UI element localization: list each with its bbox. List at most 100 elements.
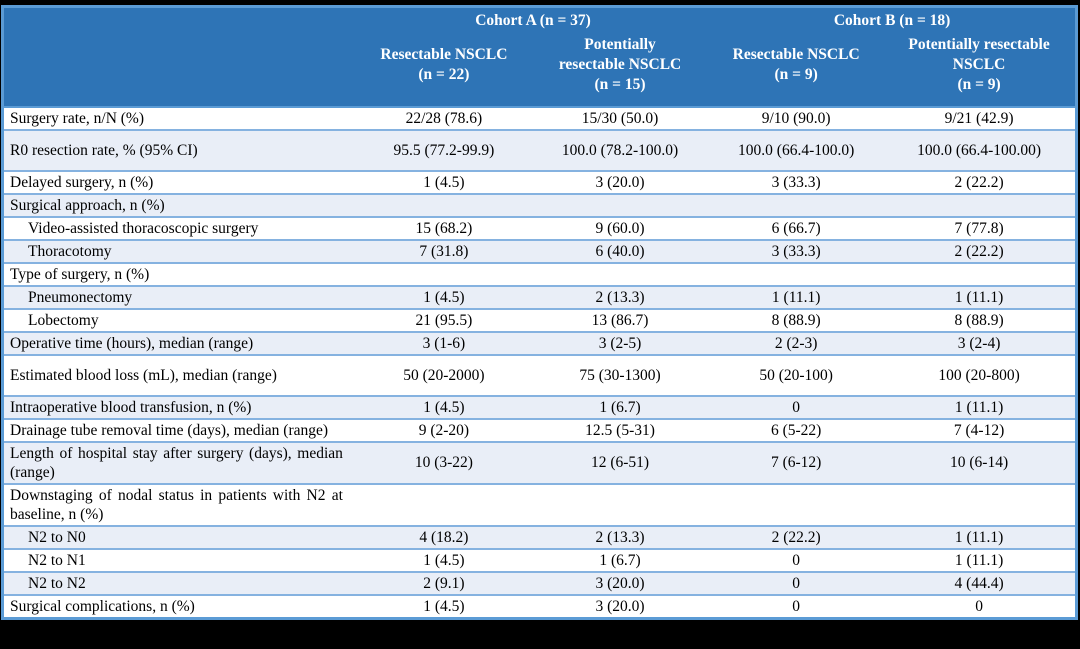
value-cell: 1 (11.1)	[883, 285, 1077, 309]
value-cell: 4 (18.2)	[356, 525, 531, 549]
value-cell: 6 (40.0)	[530, 239, 710, 263]
value-cell: 2 (22.2)	[883, 170, 1077, 194]
table-row: N2 to N1 1 (4.5) 1 (6.7) 0 1 (11.1)	[2, 548, 1077, 572]
value-cell: 1 (4.5)	[356, 548, 531, 572]
value-cell: 2 (13.3)	[530, 285, 710, 309]
column-header-potentially-resectable-a: Potentially resectable NSCLC (n = 15)	[530, 32, 710, 107]
value-cell: 1 (11.1)	[883, 395, 1077, 419]
value-cell: 50 (20-100)	[709, 354, 884, 396]
row-label: N2 to N0	[2, 525, 357, 549]
table-row: R0 resection rate, % (95% CI) 95.5 (77.2-…	[2, 129, 1077, 171]
value-cell: 1 (6.7)	[530, 548, 710, 572]
value-cell: 1 (4.5)	[356, 395, 531, 419]
value-cell: 15 (68.2)	[356, 216, 531, 240]
value-cell	[709, 193, 884, 217]
value-cell: 10 (6-14)	[883, 441, 1077, 484]
row-label: Surgery rate, n/N (%)	[2, 106, 357, 130]
table-row: Surgical complications, n (%) 1 (4.5) 3 (2…	[2, 594, 1077, 618]
table-row: Delayed surgery, n (%) 1 (4.5) 3 (20.0) 3 (…	[2, 170, 1077, 194]
value-cell: 1 (6.7)	[530, 395, 710, 419]
value-cell: 7 (6-12)	[709, 441, 884, 484]
value-cell: 10 (3-22)	[356, 441, 531, 484]
value-cell	[709, 483, 884, 526]
row-label: Video-assisted thoracoscopic surgery	[2, 216, 357, 240]
table-row: Lobectomy 21 (95.5) 13 (86.7) 8 (88.9) 8 (88…	[2, 308, 1077, 332]
row-label: Estimated blood loss (mL), median (range…	[2, 354, 357, 396]
surgery-outcomes-table: Cohort A (n = 37) Cohort B (n = 18) Rese…	[1, 5, 1078, 620]
value-cell: 100.0 (66.4-100.00)	[883, 129, 1077, 171]
value-cell	[530, 262, 710, 286]
value-cell	[883, 262, 1077, 286]
table-row: Estimated blood loss (mL), median (range…	[2, 354, 1077, 396]
row-label: Delayed surgery, n (%)	[2, 170, 357, 194]
value-cell: 100 (20-800)	[883, 354, 1077, 396]
value-cell: 9/10 (90.0)	[709, 106, 884, 130]
value-cell: 2 (2-3)	[709, 331, 884, 355]
column-header-resectable-b: Resectable NSCLC (n = 9)	[709, 32, 884, 107]
value-cell	[356, 193, 531, 217]
value-cell: 12 (6-51)	[530, 441, 710, 484]
row-label: Drainage tube removal time (days), media…	[2, 418, 357, 442]
value-cell: 3 (20.0)	[530, 170, 710, 194]
cohort-header-row: Cohort A (n = 37) Cohort B (n = 18)	[2, 6, 1077, 107]
table-row: Type of surgery, n (%)	[2, 262, 1077, 286]
value-cell: 1 (4.5)	[356, 285, 531, 309]
row-label: Operative time (hours), median (range)	[2, 331, 357, 355]
value-cell: 50 (20-2000)	[356, 354, 531, 396]
table-row: N2 to N2 2 (9.1) 3 (20.0) 0 4 (44.4)	[2, 571, 1077, 595]
value-cell: 9 (60.0)	[530, 216, 710, 240]
row-label: R0 resection rate, % (95% CI)	[2, 129, 357, 171]
corner-cell	[2, 6, 357, 107]
value-cell: 6 (66.7)	[709, 216, 884, 240]
row-label: Length of hospital stay after surgery (d…	[2, 441, 357, 484]
value-cell: 7 (31.8)	[356, 239, 531, 263]
column-header-resectable-a: Resectable NSCLC (n = 22)	[356, 32, 531, 107]
value-cell: 1 (11.1)	[883, 548, 1077, 572]
value-cell: 100.0 (78.2-100.0)	[530, 129, 710, 171]
table-row: Length of hospital stay after surgery (d…	[2, 441, 1077, 484]
value-cell	[883, 193, 1077, 217]
value-cell: 1 (11.1)	[883, 525, 1077, 549]
subgroup-header-row: Resectable NSCLC (n = 22) Potentially re…	[3, 32, 1077, 107]
table-row: Pneumonectomy 1 (4.5) 2 (13.3) 1 (11.1) 1 (1…	[2, 285, 1077, 309]
value-cell: 4 (44.4)	[883, 571, 1077, 595]
cohort-b-header: Cohort B (n = 18)	[709, 6, 1077, 33]
value-cell: 8 (88.9)	[709, 308, 884, 332]
value-cell	[530, 483, 710, 526]
row-label: N2 to N2	[2, 571, 357, 595]
value-cell: 9/21 (42.9)	[883, 106, 1077, 130]
table-header: Cohort A (n = 37) Cohort B (n = 18) Rese…	[2, 6, 1077, 107]
table-row: Thoracotomy 7 (31.8) 6 (40.0) 3 (33.3) 2 (22…	[2, 239, 1077, 263]
value-cell: 3 (2-5)	[530, 331, 710, 355]
value-cell: 75 (30-1300)	[530, 354, 710, 396]
value-cell: 6 (5-22)	[709, 418, 884, 442]
value-cell: 0	[709, 571, 884, 595]
value-cell: 100.0 (66.4-100.0)	[709, 129, 884, 171]
value-cell	[883, 483, 1077, 526]
row-label: Thoracotomy	[2, 239, 357, 263]
value-cell: 21 (95.5)	[356, 308, 531, 332]
value-cell: 7 (77.8)	[883, 216, 1077, 240]
value-cell: 8 (88.9)	[883, 308, 1077, 332]
value-cell: 1 (11.1)	[709, 285, 884, 309]
value-cell: 2 (13.3)	[530, 525, 710, 549]
row-label: Pneumonectomy	[2, 285, 357, 309]
table-row: Video-assisted thoracoscopic surgery 15 (…	[2, 216, 1077, 240]
row-label: Surgical complications, n (%)	[2, 594, 357, 618]
table-row: Drainage tube removal time (days), media…	[2, 418, 1077, 442]
table-row: Downstaging of nodal status in patients …	[2, 483, 1077, 526]
value-cell: 9 (2-20)	[356, 418, 531, 442]
value-cell: 15/30 (50.0)	[530, 106, 710, 130]
value-cell: 3 (33.3)	[709, 170, 884, 194]
row-label: Intraoperative blood transfusion, n (%)	[2, 395, 357, 419]
value-cell: 12.5 (5-31)	[530, 418, 710, 442]
value-cell: 2 (22.2)	[709, 525, 884, 549]
value-cell: 3 (33.3)	[709, 239, 884, 263]
value-cell: 3 (2-4)	[883, 331, 1077, 355]
value-cell: 22/28 (78.6)	[356, 106, 531, 130]
value-cell: 0	[709, 594, 884, 618]
value-cell: 0	[709, 395, 884, 419]
value-cell: 3 (1-6)	[356, 331, 531, 355]
table-row: Intraoperative blood transfusion, n (%) 1…	[2, 395, 1077, 419]
